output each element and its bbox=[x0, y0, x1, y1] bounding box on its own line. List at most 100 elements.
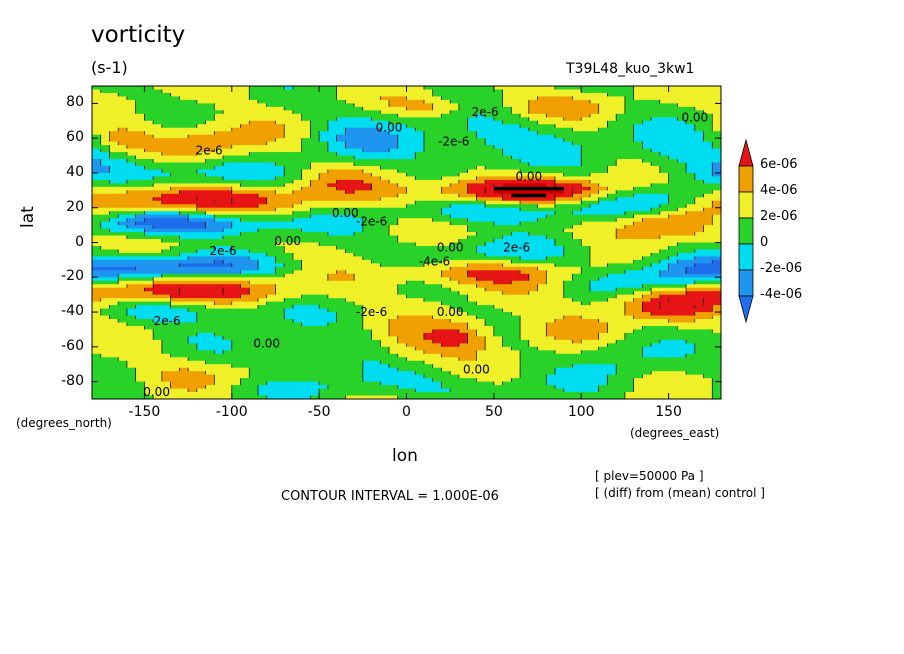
heatmap-cell bbox=[231, 183, 241, 188]
heatmap-cell bbox=[546, 249, 556, 254]
heatmap-cell bbox=[502, 190, 512, 195]
heatmap-cell bbox=[327, 287, 338, 292]
heatmap-cell bbox=[485, 152, 495, 156]
heatmap-cell bbox=[100, 312, 110, 316]
heatmap-cell bbox=[493, 301, 503, 306]
heatmap-cell bbox=[598, 211, 608, 216]
heatmap-cell bbox=[214, 99, 224, 104]
heatmap-cell bbox=[257, 186, 268, 191]
heatmap-cell bbox=[310, 162, 320, 167]
heatmap-cell bbox=[572, 200, 582, 205]
heatmap-cell bbox=[170, 127, 180, 132]
heatmap-cell bbox=[362, 110, 372, 115]
heatmap-cell bbox=[624, 284, 635, 289]
heatmap-cell bbox=[223, 124, 233, 129]
heatmap-cell bbox=[397, 298, 407, 303]
heatmap-cell bbox=[153, 162, 163, 167]
heatmap-cell bbox=[354, 204, 364, 209]
heatmap-cell bbox=[450, 117, 460, 122]
heatmap-cell bbox=[301, 284, 311, 289]
heatmap-cell bbox=[712, 169, 721, 174]
heatmap-cell bbox=[415, 127, 425, 132]
heatmap-cell bbox=[616, 207, 626, 212]
heatmap-cell bbox=[92, 228, 102, 233]
heatmap-cell bbox=[712, 148, 721, 153]
heatmap-cell bbox=[616, 232, 626, 236]
heatmap-cell bbox=[589, 298, 600, 303]
heatmap-cell bbox=[563, 169, 573, 174]
heatmap-cell bbox=[249, 294, 259, 299]
heatmap-cell bbox=[406, 312, 416, 316]
heatmap-cell bbox=[249, 232, 259, 236]
heatmap-cell bbox=[441, 256, 451, 261]
heatmap-cell bbox=[100, 89, 110, 94]
heatmap-cell bbox=[223, 214, 233, 219]
heatmap-cell bbox=[607, 308, 617, 313]
heatmap-cell bbox=[92, 190, 102, 195]
heatmap-cell bbox=[371, 103, 381, 108]
heatmap-cell bbox=[100, 176, 110, 181]
heatmap-cell bbox=[397, 259, 407, 264]
heatmap-cell bbox=[135, 190, 145, 195]
heatmap-cell bbox=[581, 162, 591, 167]
heatmap-cell bbox=[179, 179, 189, 184]
heatmap-cell bbox=[249, 270, 259, 275]
heatmap-cell bbox=[633, 127, 643, 132]
heatmap-cell bbox=[92, 99, 102, 104]
heatmap-cell bbox=[266, 131, 276, 136]
heatmap-cell bbox=[686, 319, 696, 323]
heatmap-cell bbox=[275, 228, 285, 233]
heatmap-cell bbox=[642, 218, 652, 223]
heatmap-cell bbox=[135, 110, 145, 115]
heatmap-cell bbox=[144, 186, 154, 191]
heatmap-cell bbox=[458, 259, 469, 264]
heatmap-cell bbox=[703, 239, 713, 243]
heatmap-cell bbox=[266, 117, 276, 122]
heatmap-cell bbox=[109, 218, 119, 223]
heatmap-cell bbox=[153, 117, 163, 122]
heatmap-cell bbox=[677, 273, 687, 278]
heatmap-cell bbox=[502, 172, 512, 177]
heatmap-cell bbox=[677, 270, 687, 275]
heatmap-cell bbox=[528, 228, 538, 233]
heatmap-cell bbox=[301, 204, 311, 209]
heatmap-cell bbox=[406, 190, 416, 195]
heatmap-cell bbox=[301, 259, 311, 264]
heatmap-cell bbox=[511, 259, 521, 264]
heatmap-cell bbox=[100, 159, 110, 163]
heatmap-cell bbox=[659, 141, 669, 146]
heatmap-cell bbox=[223, 301, 233, 306]
heatmap-cell bbox=[668, 190, 678, 195]
heatmap-cell bbox=[153, 280, 163, 285]
heatmap-cell bbox=[100, 172, 110, 177]
heatmap-cell bbox=[563, 252, 573, 257]
heatmap-cell bbox=[677, 197, 687, 202]
heatmap-cell bbox=[572, 124, 582, 129]
heatmap-cell bbox=[205, 92, 215, 97]
heatmap-cell bbox=[555, 172, 565, 177]
heatmap-cell bbox=[319, 259, 329, 264]
heatmap-cell bbox=[301, 131, 311, 136]
heatmap-cell bbox=[581, 127, 591, 132]
heatmap-cell bbox=[511, 315, 521, 320]
heatmap-cell bbox=[153, 263, 163, 268]
heatmap-cell bbox=[423, 259, 434, 264]
heatmap-cell bbox=[528, 277, 538, 282]
heatmap-cell bbox=[546, 305, 556, 309]
heatmap-cell bbox=[371, 273, 381, 278]
heatmap-cell bbox=[170, 239, 180, 243]
heatmap-cell bbox=[694, 148, 704, 153]
heatmap-cell bbox=[362, 120, 372, 125]
heatmap-cell bbox=[92, 124, 102, 129]
heatmap-cell bbox=[694, 99, 704, 104]
heatmap-cell bbox=[555, 193, 565, 198]
heatmap-cell bbox=[371, 193, 381, 198]
heatmap-cell bbox=[214, 294, 224, 299]
heatmap-cell bbox=[467, 110, 477, 115]
heatmap-cell bbox=[642, 200, 652, 205]
heatmap-cell bbox=[441, 159, 451, 163]
heatmap-cell bbox=[257, 172, 268, 177]
heatmap-cell bbox=[546, 228, 556, 233]
heatmap-cell bbox=[362, 165, 372, 170]
heatmap-cell bbox=[633, 190, 643, 195]
